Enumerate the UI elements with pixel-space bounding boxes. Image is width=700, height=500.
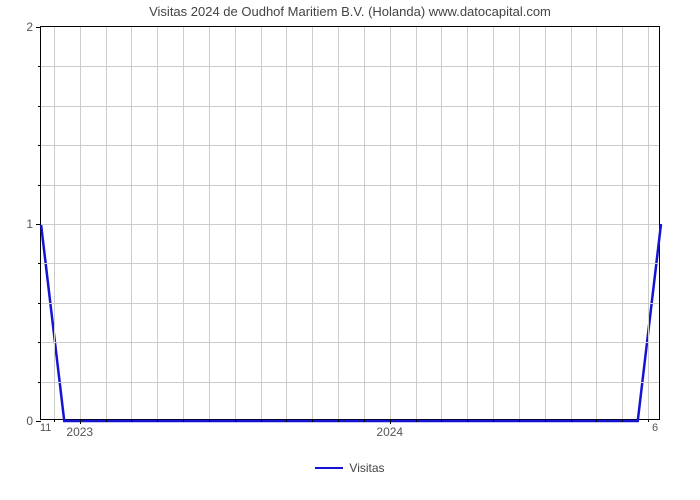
corner-right-label: 6 [652, 422, 658, 434]
data-line [41, 224, 661, 421]
corner-left-label: 11 [40, 422, 51, 434]
chart-title: Visitas 2024 de Oudhof Maritiem B.V. (Ho… [0, 4, 700, 19]
chart-container: { "chart": { "type": "line", "title": "V… [0, 0, 700, 500]
plot-area: 01220232024 [40, 26, 660, 420]
legend-label: Visitas [349, 461, 384, 475]
legend: Visitas [0, 460, 700, 475]
legend-marker [315, 467, 343, 469]
